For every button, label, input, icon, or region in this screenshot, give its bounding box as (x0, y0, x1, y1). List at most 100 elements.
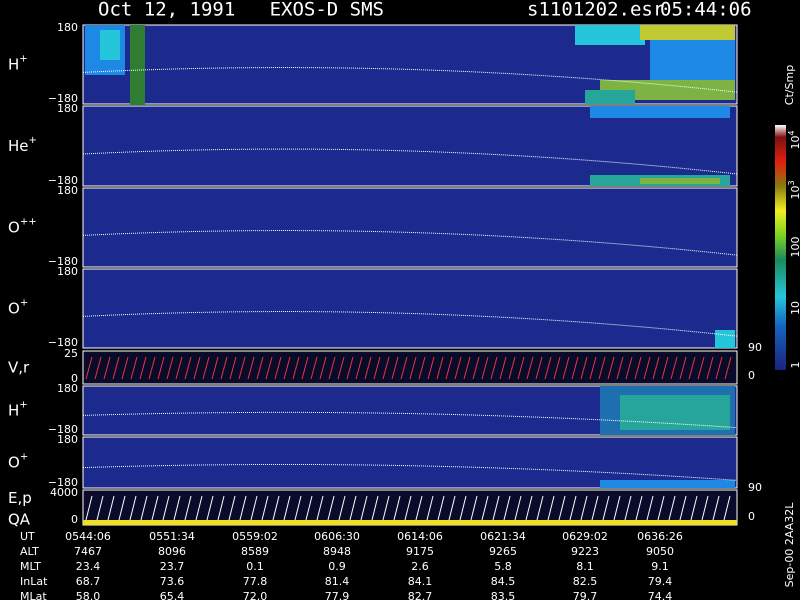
cell: 0544:06 (65, 530, 111, 543)
charge: + (19, 400, 27, 411)
charge: ++ (20, 217, 37, 228)
pitch-curve (82, 148, 738, 175)
stamp: Sep-00 2AA32L (783, 502, 796, 588)
cell: 0606:30 (314, 530, 360, 543)
spectrogram-patch (640, 25, 735, 40)
y-tick-label: 180 (57, 184, 78, 197)
cell: 9.1 (651, 560, 669, 573)
cell: 8096 (158, 545, 186, 558)
panel-label: He+ (8, 135, 37, 155)
panel: He+180−180 (8, 102, 738, 187)
charge: + (19, 54, 27, 65)
cell: 84.5 (491, 575, 516, 588)
cell: 23.7 (160, 560, 185, 573)
charge: + (20, 452, 28, 463)
y-tick-label: −180 (48, 336, 78, 349)
colorbar-label: 1 (789, 362, 800, 369)
cell: 0614:06 (397, 530, 443, 543)
row-label: ALT (20, 545, 39, 558)
charge: + (20, 298, 28, 309)
cell: 9223 (571, 545, 599, 558)
file-name: s1101202.esr (527, 0, 664, 21)
cell: 79.7 (573, 590, 598, 600)
cell: 5.8 (494, 560, 512, 573)
spectrogram-patch (100, 30, 120, 60)
y-tick-label: 0 (71, 372, 78, 385)
cell: 58.0 (76, 590, 101, 600)
y-tick-label: 180 (57, 265, 78, 278)
panel: V,r 25 0 0 (8, 347, 755, 385)
spectrogram-patch (620, 395, 730, 430)
base: 10 (789, 186, 800, 200)
y-tick-label: 25 (64, 347, 78, 360)
pitch-curve (82, 411, 738, 429)
colorbar-label: 104 (787, 130, 800, 149)
right-tick-label: 90 (748, 481, 762, 494)
qa-bar (83, 520, 737, 525)
cell: 84.1 (408, 575, 433, 588)
spectrogram-patch (640, 178, 720, 184)
label-text: H (8, 55, 19, 73)
label-text: H (8, 401, 19, 419)
cell: 82.7 (408, 590, 433, 600)
y-tick-label: 180 (57, 433, 78, 446)
exponent: 3 (787, 180, 796, 185)
y-tick-label: 0 (71, 513, 78, 526)
y-tick-label: −180 (48, 476, 78, 489)
label-text: E,p (8, 489, 32, 507)
panel: O+ 180 −180 90 (8, 265, 762, 354)
panel: O+180−180 90 (8, 433, 762, 494)
cell: 0551:34 (149, 530, 195, 543)
panel-label: O+ (8, 298, 28, 318)
cell: 68.7 (76, 575, 101, 588)
cell: 9175 (406, 545, 434, 558)
spectrogram-patch (130, 25, 145, 105)
panel-label: O++ (8, 217, 37, 237)
label-text: O (8, 218, 20, 236)
cell: 8.1 (576, 560, 594, 573)
y-tick-label: 180 (57, 21, 78, 34)
panel-label: H+ (8, 400, 28, 420)
spectrogram-patch (575, 25, 645, 45)
base: 100 (789, 237, 800, 258)
panel-label: QA (8, 511, 31, 529)
panel: H+180−180 (8, 21, 738, 105)
cell: 2.6 (411, 560, 429, 573)
cell: 7467 (74, 545, 102, 558)
cell: 82.5 (573, 575, 598, 588)
cell: 23.4 (76, 560, 101, 573)
cell: 0629:02 (562, 530, 608, 543)
panel-label: E,p (8, 489, 32, 507)
cell: 0636:26 (637, 530, 683, 543)
base: 1 (789, 362, 800, 369)
cell: 79.4 (648, 575, 673, 588)
cell: 9265 (489, 545, 517, 558)
panel-label: H+ (8, 54, 28, 74)
spectrogram (82, 436, 738, 489)
colorbar-label: 10 (789, 301, 800, 315)
spectrogram-patch (590, 106, 730, 118)
label-text: O (8, 453, 20, 471)
panel-label: V,r (8, 358, 30, 376)
trace (85, 495, 731, 521)
y-tick-label: −180 (48, 92, 78, 105)
cell: 0.1 (246, 560, 264, 573)
row-label: MLT (20, 560, 41, 573)
right-tick-label: 0 (748, 369, 755, 382)
cell: 65.4 (160, 590, 185, 600)
spectrogram-patch (600, 480, 735, 488)
colorbar-label: 103 (787, 180, 800, 199)
base: 10 (789, 301, 800, 315)
panel: H+180−180 (8, 382, 738, 436)
cell: 0559:02 (232, 530, 278, 543)
spectrogram (82, 350, 738, 385)
cell: 81.4 (325, 575, 350, 588)
right-tick-label: 90 (748, 341, 762, 354)
cell: 77.8 (243, 575, 268, 588)
row-label: UT (20, 530, 35, 543)
panel-label: O+ (8, 452, 28, 472)
colorbar (775, 125, 786, 370)
cell: 0621:34 (480, 530, 526, 543)
